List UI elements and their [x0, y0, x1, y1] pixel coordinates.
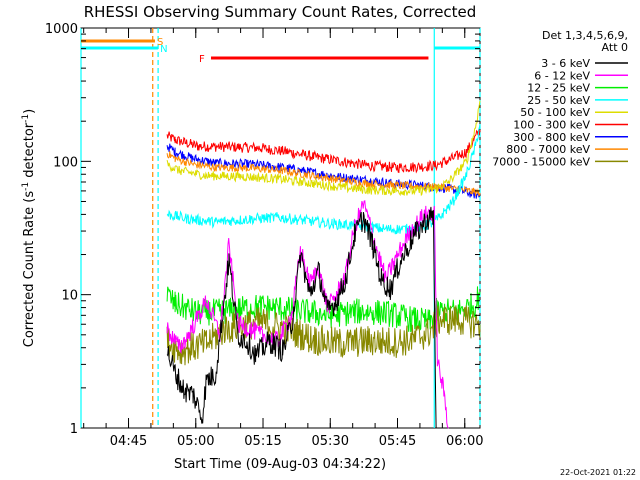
legend-header-line1: Det 1,3,4,5,6,9, — [542, 29, 628, 42]
y-axis-label-part2: detector — [22, 122, 37, 182]
chart-title: RHESSI Observing Summary Count Rates, Co… — [84, 3, 477, 21]
y-axis-label-part3: ) — [22, 109, 37, 114]
series-group — [166, 100, 481, 429]
flag-label: N — [160, 44, 167, 55]
y-axis-label: Corrected Count Rate (s-1 detector-1) — [21, 109, 37, 347]
x-axis-ticks: 04:45 05:00 05:15 05:30 05:45 06:00 — [83, 28, 483, 449]
y-axis-ticks: 1 10 100 1000 — [45, 22, 480, 437]
legend-entry-label: 100 - 300 keV — [513, 119, 590, 132]
y-tick-label: 1000 — [45, 22, 78, 37]
legend-entry-label: 7000 - 15000 keV — [492, 155, 590, 168]
flag-label: F — [199, 54, 205, 65]
legend-entry-label: 800 - 7000 keV — [506, 143, 590, 156]
legend-entry-label: 6 - 12 keV — [534, 69, 590, 82]
y-tick-label: 1 — [70, 422, 78, 437]
x-tick-label: 05:45 — [379, 434, 416, 449]
legend-entry-label: 12 - 25 keV — [527, 82, 590, 95]
y-axis-label-part1: Corrected Count Rate (s — [22, 191, 37, 348]
legend-entry-label: 300 - 800 keV — [513, 131, 590, 144]
flag-bars: SN F — [81, 37, 480, 65]
x-tick-label: 05:30 — [312, 434, 349, 449]
y-axis-label-sup2: -1 — [21, 114, 31, 123]
legend-entry-label: 50 - 100 keV — [520, 106, 590, 119]
series-line — [166, 100, 481, 197]
series-line — [166, 286, 481, 333]
x-tick-label: 05:00 — [177, 434, 214, 449]
footer-date: 22-Oct-2021 01:22 — [560, 468, 636, 477]
series-line — [166, 129, 481, 174]
legend-entry-label: 25 - 50 keV — [527, 94, 590, 107]
y-tick-label: 100 — [53, 155, 78, 170]
series-line — [166, 200, 449, 429]
legend-entry-label: 3 - 6 keV — [541, 57, 590, 70]
x-axis-label: Start Time (09-Aug-03 04:34:22) — [174, 457, 386, 472]
x-tick-label: 06:00 — [446, 434, 483, 449]
x-tick-label: 05:15 — [244, 434, 281, 449]
y-tick-label: 10 — [61, 289, 78, 304]
y-axis-label-sup1: -1 — [21, 182, 31, 191]
flag-label: S — [157, 37, 163, 48]
x-tick-label: 04:45 — [110, 434, 147, 449]
legend-header-line2: Att 0 — [602, 41, 628, 54]
series-line — [166, 206, 437, 429]
